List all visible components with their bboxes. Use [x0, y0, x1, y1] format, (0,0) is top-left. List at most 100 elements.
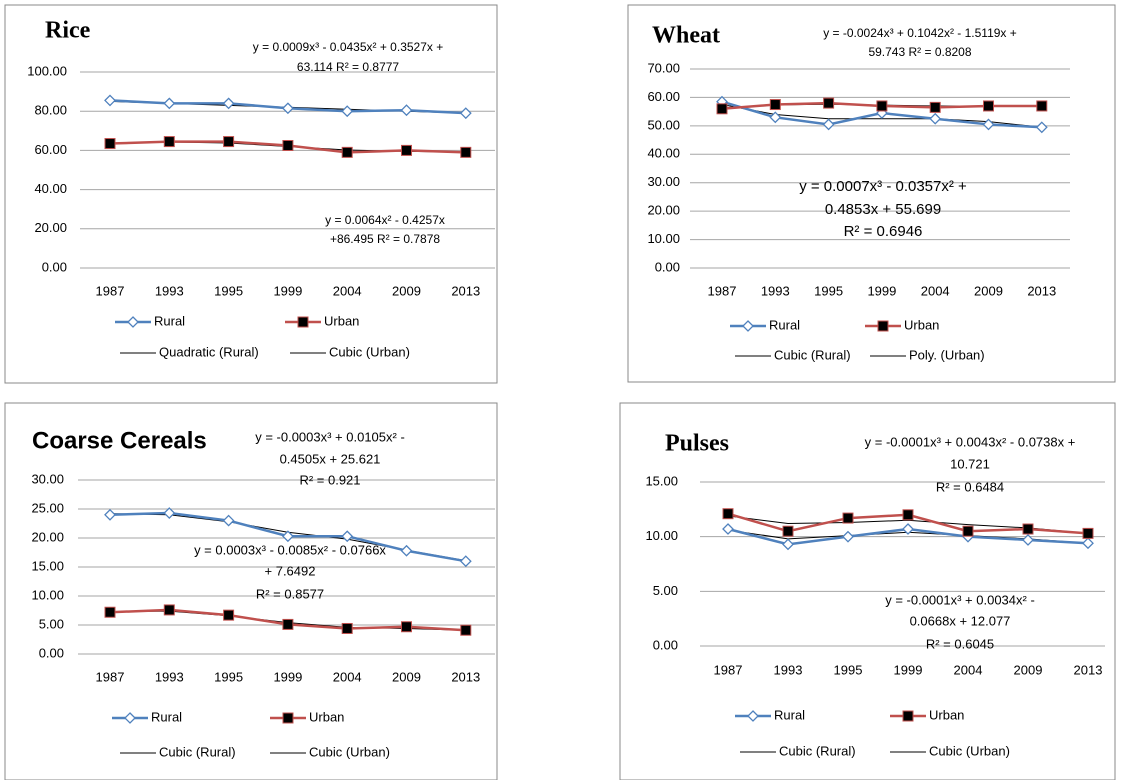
- urban-marker: [823, 97, 835, 109]
- legend-label: Urban: [309, 709, 344, 724]
- trend-equation: 63.114 R² = 0.8777: [297, 60, 400, 74]
- rural-marker: [281, 102, 294, 115]
- x-tick-label: 1987: [714, 662, 743, 677]
- rural-marker: [722, 523, 734, 535]
- x-tick-label: 2004: [954, 662, 983, 677]
- rural-marker: [842, 530, 854, 543]
- rural-marker: [1022, 534, 1034, 546]
- rural-marker: [982, 118, 995, 131]
- legend-marker: [742, 320, 754, 332]
- rural-marker: [902, 523, 914, 535]
- x-tick-label: 1995: [814, 283, 843, 298]
- rural-marker: [222, 514, 235, 527]
- y-tick-label: 50.00: [647, 117, 680, 132]
- x-tick-label: 1995: [834, 662, 863, 677]
- y-tick-label: 5.00: [39, 616, 64, 631]
- trend-equation: y = 0.0003x³ - 0.0085x² - 0.0766x: [194, 542, 386, 557]
- x-tick-label: 1993: [761, 283, 790, 298]
- urban-marker: [1082, 527, 1094, 539]
- x-tick-label: 1999: [273, 669, 302, 684]
- y-tick-label: 0.00: [653, 637, 678, 652]
- rural-marker: [1082, 537, 1094, 550]
- trend-equation: + 7.6492: [265, 563, 316, 578]
- rural-marker: [341, 530, 354, 543]
- urban-marker: [769, 99, 781, 111]
- chart-panel: Wheat 0.00 10.00 20.00 30.00 40.00 50.00 60.00 7…: [627, 4, 1116, 383]
- legend-label: Cubic (Urban): [929, 743, 1010, 758]
- urban-marker: [983, 100, 994, 112]
- legend-label: Urban: [904, 317, 939, 332]
- x-tick-label: 2013: [451, 669, 480, 684]
- urban-marker: [460, 624, 472, 636]
- x-tick-label: 2009: [974, 283, 1003, 298]
- y-tick-label: 30.00: [31, 471, 64, 486]
- legend-marker: [877, 320, 889, 332]
- rural-marker: [459, 107, 472, 120]
- y-tick-label: 25.00: [31, 500, 64, 515]
- legend-label: Urban: [324, 313, 359, 328]
- y-tick-label: 10.00: [647, 231, 680, 246]
- x-tick-label: 1999: [273, 283, 302, 298]
- panel-frame: [627, 4, 1116, 383]
- y-tick-label: 0.00: [655, 259, 680, 274]
- y-tick-label: 20.00: [34, 220, 67, 235]
- rural-marker: [1035, 121, 1048, 134]
- rural-marker: [281, 530, 294, 543]
- urban-marker: [401, 144, 412, 156]
- trend-equation: y = 0.0007x³ - 0.0357x² +: [799, 178, 967, 195]
- legend-label: Rural: [151, 709, 182, 724]
- trend-equation: 59.743 R² = 0.8208: [868, 45, 971, 59]
- x-tick-label: 1999: [867, 283, 896, 298]
- urban-marker: [876, 100, 888, 112]
- trend-equation: y = -0.0003x³ + 0.0105x² -: [255, 429, 405, 444]
- rural-marker: [400, 544, 413, 557]
- legend-label: Cubic (Rural): [774, 347, 851, 362]
- urban-marker: [341, 622, 353, 634]
- legend-label: Cubic (Rural): [159, 744, 236, 759]
- x-tick-label: 1993: [155, 283, 184, 298]
- panel-frame: [4, 402, 498, 780]
- urban-marker: [163, 604, 175, 616]
- x-tick-label: 2013: [1074, 662, 1103, 677]
- x-tick-label: 1995: [214, 283, 243, 298]
- y-tick-label: 10.00: [645, 528, 678, 543]
- y-tick-label: 100.00: [27, 63, 67, 78]
- trend-equation: y = -0.0024x³ + 0.1042x² - 1.5119x +: [823, 26, 1017, 40]
- x-tick-label: 1993: [155, 669, 184, 684]
- urban-marker: [223, 609, 235, 621]
- rural-marker: [929, 112, 942, 125]
- y-tick-label: 40.00: [34, 181, 67, 196]
- urban-marker: [282, 618, 294, 630]
- rural-marker: [104, 508, 116, 521]
- x-tick-label: 1987: [96, 283, 125, 298]
- trend-equation: 0.4505x + 25.621: [280, 451, 381, 466]
- x-tick-label: 2009: [392, 283, 421, 298]
- rural-marker: [459, 555, 472, 568]
- y-tick-label: 0.00: [39, 645, 64, 660]
- legend-label: Rural: [769, 317, 800, 332]
- x-tick-label: 1993: [774, 662, 803, 677]
- rural-marker: [822, 118, 835, 131]
- trend-equation: y = -0.0001x³ + 0.0043x² - 0.0738x +: [865, 434, 1076, 449]
- chart-title: Pulses: [665, 431, 729, 457]
- trend-equation: R² = 0.6946: [844, 223, 923, 240]
- trend-equation: R² = 0.6484: [936, 479, 1004, 494]
- chart-panel: Coarse Cereals 0.00 5.00 10.00 15.00 20.00 25.…: [4, 402, 498, 780]
- urban-marker: [460, 146, 472, 158]
- trend-equation: y = 0.0009x³ - 0.0435x² + 0.3527x +: [253, 40, 443, 54]
- y-tick-label: 20.00: [647, 203, 680, 218]
- x-tick-label: 2004: [333, 283, 362, 298]
- x-tick-label: 1999: [894, 662, 923, 677]
- urban-marker: [341, 146, 353, 158]
- urban-marker: [842, 512, 854, 524]
- urban-marker: [929, 101, 941, 113]
- urban-marker: [902, 509, 914, 521]
- urban-marker: [1022, 523, 1034, 535]
- y-tick-label: 30.00: [647, 174, 680, 189]
- trend-equation: R² = 0.8577: [256, 586, 324, 601]
- trend-equation: 0.4853x + 55.699: [825, 201, 941, 218]
- x-tick-label: 1987: [96, 669, 125, 684]
- urban-marker: [1036, 100, 1048, 112]
- y-tick-label: 5.00: [653, 583, 678, 598]
